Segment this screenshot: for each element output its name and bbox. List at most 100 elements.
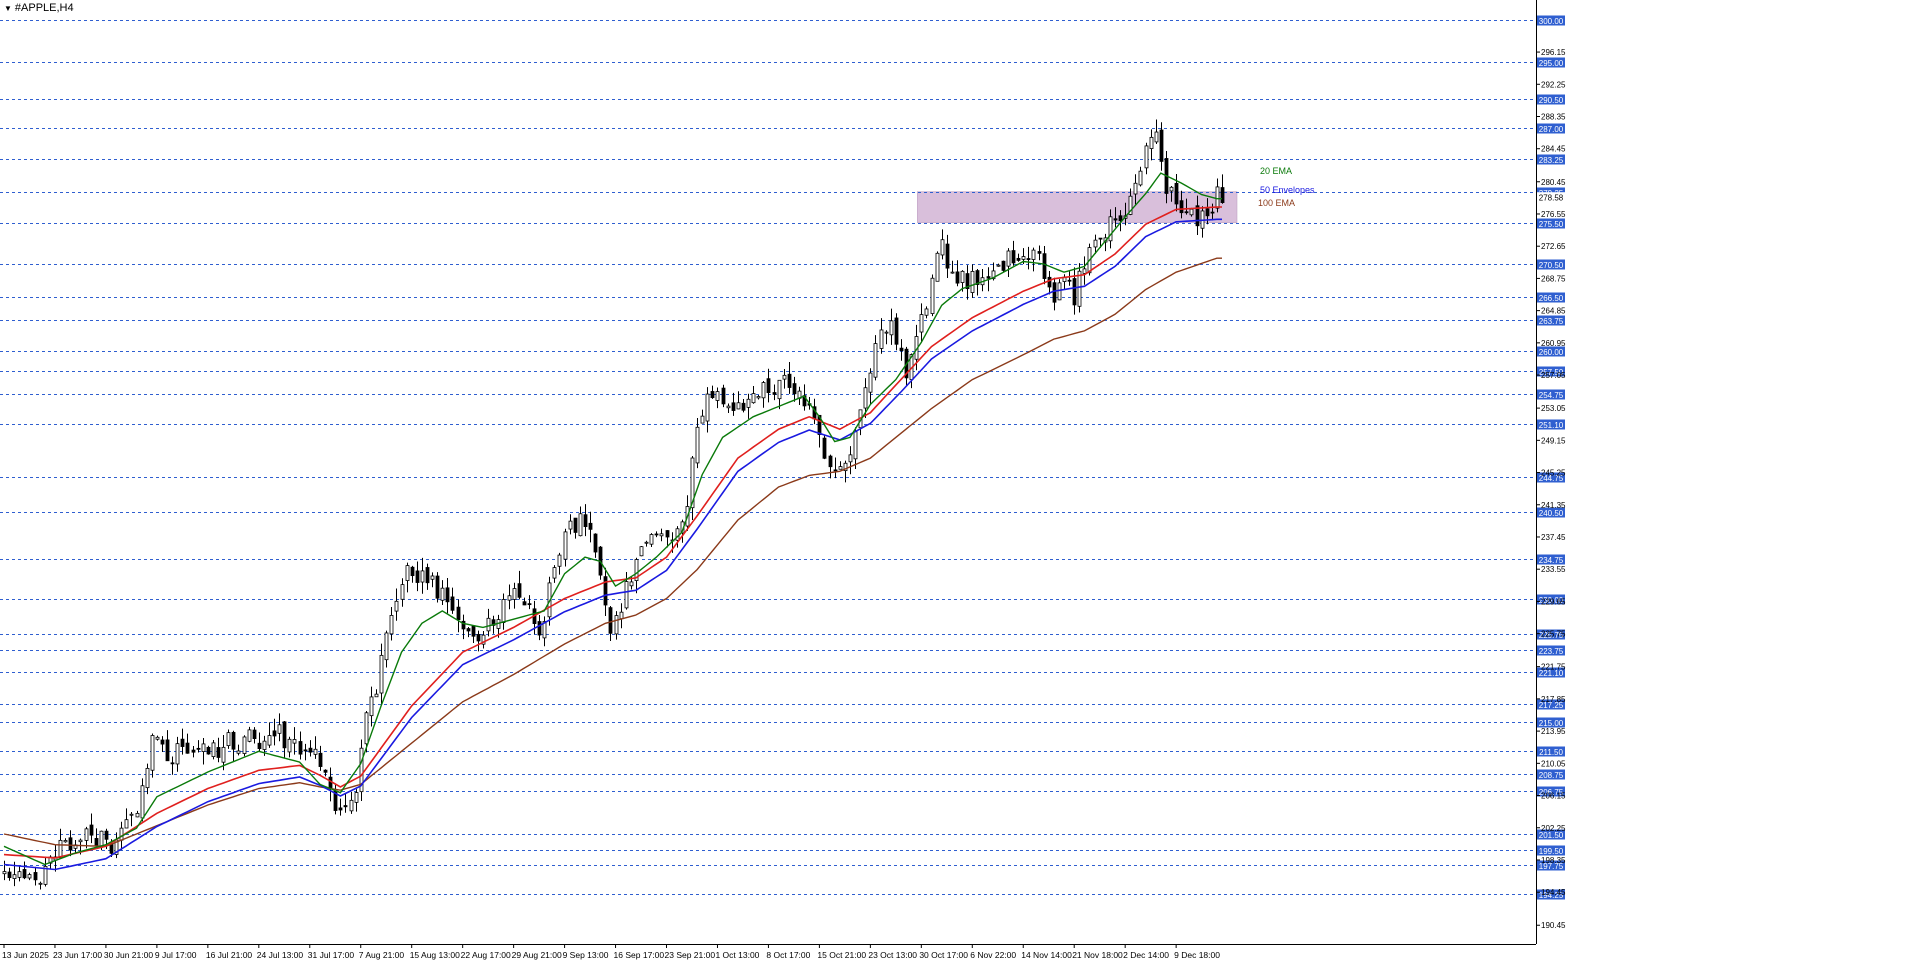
x-tick-label: 14 Nov 14:00 bbox=[1021, 950, 1072, 960]
candle-body bbox=[1210, 211, 1215, 214]
candle bbox=[634, 557, 639, 594]
candle-body bbox=[690, 457, 695, 509]
candle bbox=[659, 528, 664, 542]
candle bbox=[792, 376, 797, 402]
candle bbox=[568, 514, 573, 535]
candle-body bbox=[262, 740, 267, 750]
candle-body bbox=[726, 405, 731, 409]
candle-body bbox=[935, 252, 940, 282]
candle-body bbox=[104, 830, 109, 840]
y-tick-label: 288.35 bbox=[1541, 113, 1566, 122]
candle bbox=[889, 308, 894, 345]
candle bbox=[1138, 166, 1143, 187]
candle-body bbox=[1047, 276, 1052, 288]
candle bbox=[583, 504, 588, 537]
candle bbox=[996, 263, 1001, 267]
candle bbox=[751, 386, 756, 404]
candle-body bbox=[986, 276, 991, 279]
candle-body bbox=[201, 743, 206, 753]
candle-body bbox=[308, 747, 313, 753]
triangle-down-icon: ▼ bbox=[4, 3, 12, 13]
candle-body bbox=[135, 812, 140, 818]
candle bbox=[267, 722, 272, 748]
candle bbox=[1067, 271, 1072, 286]
candle bbox=[221, 734, 226, 771]
candle bbox=[639, 545, 644, 557]
candle bbox=[150, 733, 155, 778]
x-tick-label: 9 Dec 18:00 bbox=[1174, 950, 1220, 960]
candle bbox=[1118, 210, 1123, 232]
candle bbox=[695, 418, 700, 469]
candle-body bbox=[1093, 239, 1098, 248]
candle-body bbox=[1133, 182, 1138, 195]
level-tag-label: 290.50 bbox=[1539, 96, 1564, 105]
current-price-label: 278.58 bbox=[1539, 194, 1564, 203]
candle bbox=[400, 578, 405, 607]
candle-body bbox=[364, 712, 369, 745]
candle bbox=[772, 384, 777, 401]
candle bbox=[787, 361, 792, 394]
x-tick-label: 30 Jun 21:00 bbox=[104, 950, 153, 960]
candle bbox=[1006, 248, 1011, 277]
candle bbox=[766, 368, 771, 403]
candle-body bbox=[318, 752, 323, 767]
level-tag bbox=[1537, 554, 1565, 565]
ema100-line bbox=[3, 257, 1222, 848]
candle bbox=[848, 446, 853, 475]
candle bbox=[486, 608, 491, 637]
candle-body bbox=[894, 317, 899, 345]
candle-body bbox=[374, 693, 379, 698]
candle-body bbox=[629, 581, 634, 587]
candle bbox=[777, 379, 782, 410]
candle-body bbox=[634, 559, 639, 581]
symbol-header: ▼ #APPLE,H4 bbox=[4, 2, 74, 14]
candle-body bbox=[236, 750, 241, 754]
candle-body bbox=[761, 382, 766, 399]
candle-body bbox=[828, 455, 833, 468]
candle bbox=[379, 643, 384, 705]
level-tag bbox=[1537, 769, 1565, 780]
x-tick-label: 8 Oct 17:00 bbox=[766, 950, 810, 960]
candle-body bbox=[746, 398, 751, 408]
candle-body bbox=[1067, 279, 1072, 282]
candle-body bbox=[155, 736, 160, 740]
y-tick-label: 292.25 bbox=[1541, 80, 1566, 89]
candle bbox=[466, 626, 471, 638]
candle-body bbox=[879, 329, 884, 349]
level-tag-label: 275.50 bbox=[1539, 220, 1564, 229]
x-tick-label: 15 Aug 13:00 bbox=[410, 950, 460, 960]
candle bbox=[1016, 253, 1021, 262]
x-tick-label: 29 Aug 21:00 bbox=[512, 950, 562, 960]
x-tick-label: 21 Nov 18:00 bbox=[1072, 950, 1123, 960]
level-tag bbox=[1537, 366, 1565, 377]
candle-body bbox=[731, 402, 736, 411]
candle-body bbox=[435, 575, 440, 599]
candle-body bbox=[471, 625, 476, 637]
candle bbox=[440, 580, 445, 606]
candle bbox=[741, 398, 746, 413]
candle bbox=[782, 369, 787, 389]
candle bbox=[970, 264, 975, 298]
level-tag bbox=[1537, 629, 1565, 640]
candle-body bbox=[129, 813, 134, 816]
candle-body bbox=[975, 270, 980, 285]
candle bbox=[1149, 129, 1154, 161]
candle-body bbox=[1113, 218, 1118, 221]
candle-body bbox=[1174, 182, 1179, 205]
candle-body bbox=[1184, 211, 1189, 214]
candle bbox=[940, 229, 945, 260]
candle-body bbox=[354, 792, 359, 803]
level-tag bbox=[1537, 507, 1565, 518]
candle-body bbox=[84, 828, 89, 841]
level-tag bbox=[1537, 292, 1565, 303]
candle-body bbox=[1138, 170, 1143, 186]
candle bbox=[282, 720, 287, 758]
y-tick-label: 237.45 bbox=[1541, 533, 1566, 542]
candle-body bbox=[99, 830, 104, 847]
candle-body bbox=[950, 271, 955, 274]
y-tick-label: 272.65 bbox=[1541, 242, 1566, 251]
candle bbox=[33, 866, 38, 886]
candle bbox=[456, 599, 461, 633]
